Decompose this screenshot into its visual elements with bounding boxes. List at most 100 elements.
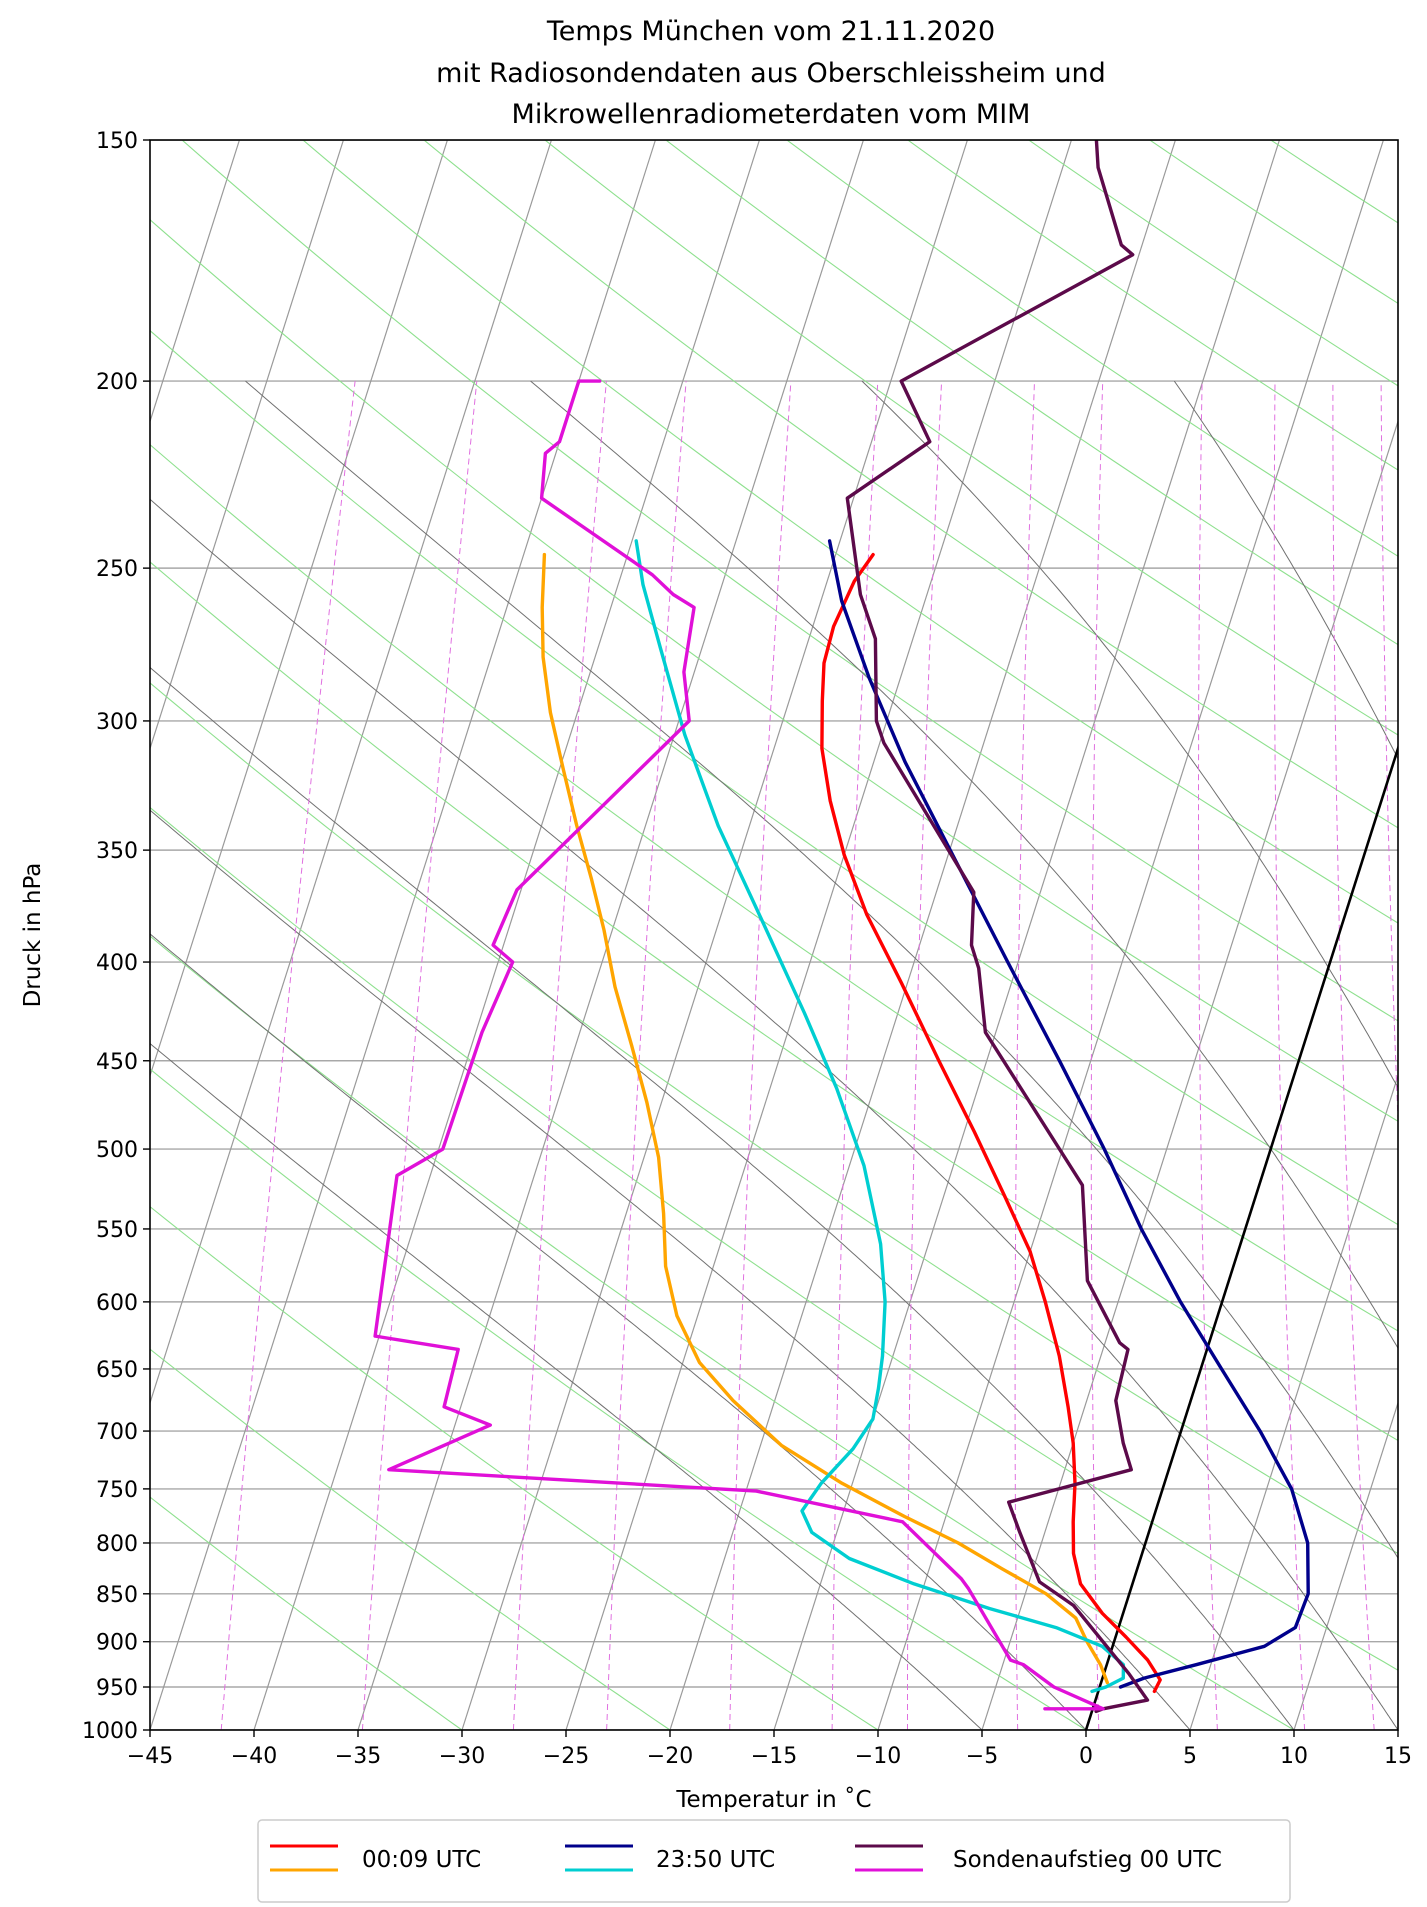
dry-adiabat <box>150 561 1398 1442</box>
dry-adiabat <box>150 1068 1087 1730</box>
y-tick-label: 900 <box>96 1631 138 1656</box>
isotherm-line <box>669 140 1177 1730</box>
legend: 00:09 UTC 23:50 UTC Sondenaufstieg 00 UT… <box>257 1819 1291 1903</box>
series-line-dewpoint-5 <box>373 379 1105 1711</box>
dry-adiabat <box>544 140 1398 736</box>
isotherm-line <box>1189 1073 1398 1730</box>
dry-adiabat <box>150 1205 879 1730</box>
x-tick-label: −45 <box>127 1744 173 1769</box>
y-axis-ticks: 1000 950 900 850 800 750 700 650 600 550 500 450 400… <box>82 129 150 1744</box>
x-tick-label: −5 <box>966 1744 998 1769</box>
series-line-dewpoint-1 <box>540 552 1109 1685</box>
mixing-ratio-line <box>220 381 356 1730</box>
y-tick-label: 400 <box>96 951 138 976</box>
x-tick-label: −35 <box>335 1744 381 1769</box>
legend-label-sonde: Sondenaufstieg 00 UTC <box>953 1847 1222 1873</box>
y-tick-label: 550 <box>96 1218 138 1243</box>
x-tick-label: −25 <box>543 1744 589 1769</box>
series-lines <box>373 140 1310 1714</box>
isotherm-line <box>357 140 865 1730</box>
mixing-ratio-line <box>361 381 478 1730</box>
moist-adiabat <box>150 1042 983 1730</box>
moist-adiabat <box>150 498 1398 1730</box>
x-tick-label: 10 <box>1280 1744 1308 1769</box>
title-line-1: Temps München vom 21.11.2020 <box>546 16 995 47</box>
dry-adiabat <box>150 1496 463 1730</box>
x-tick-label: 5 <box>1183 1744 1197 1769</box>
mixing-ratio-line <box>1014 381 1035 1730</box>
zero-degree-isotherm <box>1084 744 1398 1730</box>
series-line-temperature-2 <box>827 539 1310 1689</box>
mixing-ratio-line <box>1380 381 1398 1133</box>
isotherm-line <box>150 140 241 424</box>
dry-adiabat <box>150 806 1398 1671</box>
legend-label-0009-utc: 00:09 UTC <box>362 1847 481 1873</box>
legend-box <box>257 1819 1291 1903</box>
y-tick-label: 450 <box>96 1050 138 1075</box>
isotherm-line <box>773 140 1281 1730</box>
y-tick-label: 200 <box>96 370 138 395</box>
mixing-ratio-line <box>606 381 687 1730</box>
moist-adiabat <box>150 809 1191 1730</box>
x-tick-label: −20 <box>647 1744 693 1769</box>
y-tick-label: 650 <box>96 1358 138 1383</box>
mixing-ratio-line <box>1273 381 1306 1730</box>
dry-adiabat <box>423 140 1398 829</box>
legend-label-2350-utc: 23:50 UTC <box>656 1847 775 1873</box>
series-line-temperature-4 <box>845 140 1150 1714</box>
isotherm-line <box>1397 1728 1398 1730</box>
x-tick-label: −10 <box>855 1744 901 1769</box>
isotherm-line <box>1085 746 1398 1730</box>
x-axis-ticks: −45 −40 −35 −30 −25 −20 −15 −10 −5 0 5 10 15 <box>127 1730 1412 1769</box>
y-tick-label: 250 <box>96 557 138 582</box>
dry-adiabat <box>150 935 1295 1730</box>
moist-adiabat <box>530 380 1398 1350</box>
y-tick-label: 800 <box>96 1532 138 1557</box>
x-axis-label: Temperatur in ˚C <box>675 1786 871 1813</box>
y-tick-label: 850 <box>96 1583 138 1608</box>
moist-adiabat <box>150 933 1087 1730</box>
dry-adiabat <box>181 140 1398 1022</box>
plot-area <box>150 140 1427 1730</box>
moist-adiabat <box>1419 381 1427 1730</box>
series-line-dewpoint-3 <box>634 539 1126 1694</box>
mixing-ratio-line <box>1332 381 1375 1730</box>
x-tick-label: −30 <box>439 1744 485 1769</box>
title-line-2: mit Radiosondendaten aus Oberschleisshei… <box>436 58 1106 89</box>
isotherm-line <box>461 140 969 1730</box>
isotherm-line <box>150 140 553 1405</box>
y-tick-label: 1000 <box>82 1719 138 1744</box>
y-tick-label: 950 <box>96 1676 138 1701</box>
isotherm-line <box>150 140 657 1730</box>
x-tick-label: 0 <box>1079 1744 1093 1769</box>
mixing-ratio-line <box>1198 381 1218 1730</box>
isotherm-line <box>565 140 1073 1730</box>
mixing-ratio-line <box>729 381 792 1730</box>
isotherm-line <box>150 140 345 751</box>
dry-adiabat <box>150 329 1398 1226</box>
y-axis-label: Druck in hPa <box>20 863 46 1008</box>
y-tick-label: 150 <box>96 129 138 154</box>
moist-adiabat <box>150 666 1295 1730</box>
y-tick-label: 300 <box>96 710 138 735</box>
x-tick-label: −15 <box>751 1744 797 1769</box>
moist-adiabat <box>861 380 1398 1089</box>
x-tick-label: −40 <box>231 1744 277 1769</box>
isotherm-line <box>1293 1400 1398 1730</box>
dry-adiabat <box>150 682 1398 1555</box>
series-line-temperature-0 <box>820 552 1162 1694</box>
title-line-3: Mikrowellenradiometerdaten vom MIM <box>512 99 1031 130</box>
y-tick-label: 750 <box>96 1478 138 1503</box>
dry-adiabat <box>150 443 1398 1332</box>
isotherm-line <box>877 140 1385 1730</box>
mixing-ratio-line <box>512 381 607 1730</box>
dry-adiabat <box>150 1348 671 1730</box>
isotherm-line <box>150 140 449 1078</box>
isotherm-line <box>253 140 761 1730</box>
y-tick-label: 600 <box>96 1291 138 1316</box>
y-tick-label: 350 <box>96 839 138 864</box>
background-reference-lines <box>150 140 1427 1730</box>
dry-adiabat <box>150 218 1398 1122</box>
y-tick-label: 500 <box>96 1138 138 1163</box>
